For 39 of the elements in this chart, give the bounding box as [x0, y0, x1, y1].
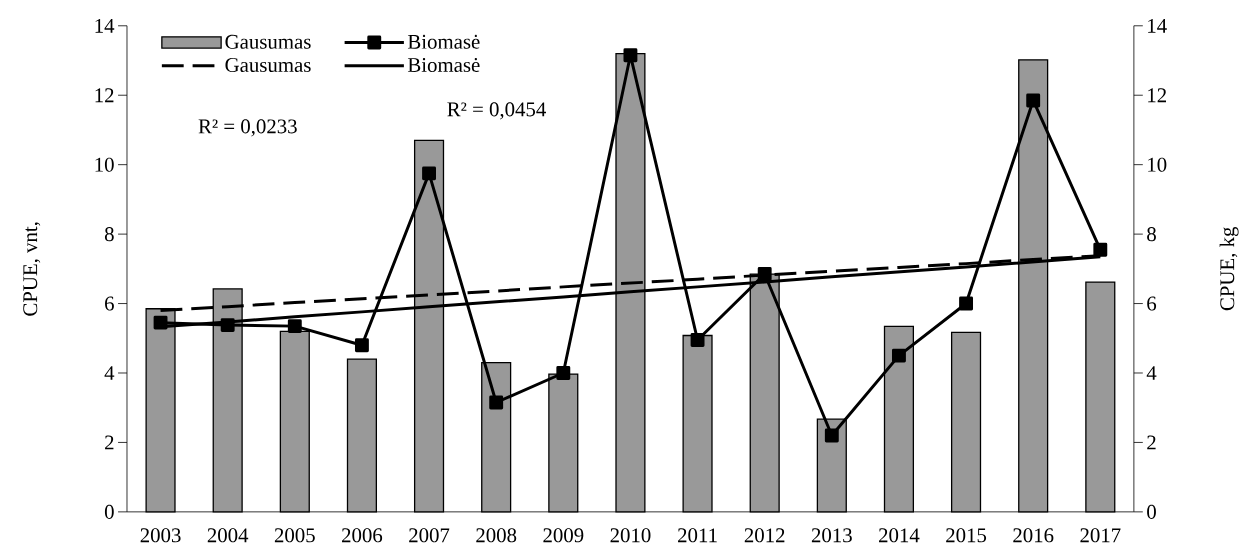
x-tick-label: 2014: [879, 528, 920, 543]
y-tick-label: 0: [104, 505, 114, 520]
y-tick-label: 4: [104, 366, 115, 381]
x-tick-label: 2010: [610, 528, 651, 543]
legend-label: Gausumas: [225, 58, 311, 73]
y-tick-label: 8: [104, 227, 114, 242]
annotation: R² = 0,0454: [447, 102, 546, 120]
y2-axis-title: CPUE, kg: [1219, 227, 1239, 311]
annotation: R² = 0,0233: [198, 119, 297, 137]
x-tick-label: 2008: [476, 528, 517, 543]
x-tick-label: 2011: [678, 528, 717, 543]
x-tick-label: 2017: [1080, 528, 1121, 543]
legend-label: Biomasė: [407, 35, 480, 50]
x-tick-label: 2006: [342, 528, 383, 543]
x-tick-label: 2016: [1013, 528, 1054, 543]
legend-label: Gausumas: [225, 35, 311, 50]
y-tick-label: 6: [105, 296, 114, 311]
x-tick-label: 2007: [409, 528, 450, 543]
y-tick-label: 2: [105, 435, 114, 450]
y-tick-label: 10: [95, 157, 114, 172]
y2-tick-label: 12: [1148, 88, 1166, 103]
y-tick-label: 12: [95, 88, 114, 103]
y2-tick-label: 14: [1148, 19, 1167, 33]
y2-tick-label: 4: [1146, 366, 1157, 381]
x-tick-label: 2013: [811, 528, 852, 543]
y-axis-title: CPUE, vnt,: [23, 222, 41, 316]
y-tick-label: 14: [95, 19, 115, 33]
y2-tick-label: 0: [1147, 505, 1156, 520]
legend-label: Biomasė: [407, 58, 480, 73]
x-tick-label: 2015: [946, 528, 987, 543]
x-tick-label: 2012: [744, 528, 785, 543]
y2-tick-label: 2: [1147, 435, 1156, 450]
x-tick-label: 2009: [543, 528, 584, 543]
x-tick-label: 2004: [207, 528, 249, 543]
x-tick-label: 2003: [140, 528, 181, 543]
y2-tick-label: 10: [1148, 157, 1167, 172]
y2-tick-label: 8: [1147, 227, 1156, 242]
x-tick-label: 2005: [274, 528, 315, 543]
y2-tick-label: 6: [1147, 296, 1157, 311]
